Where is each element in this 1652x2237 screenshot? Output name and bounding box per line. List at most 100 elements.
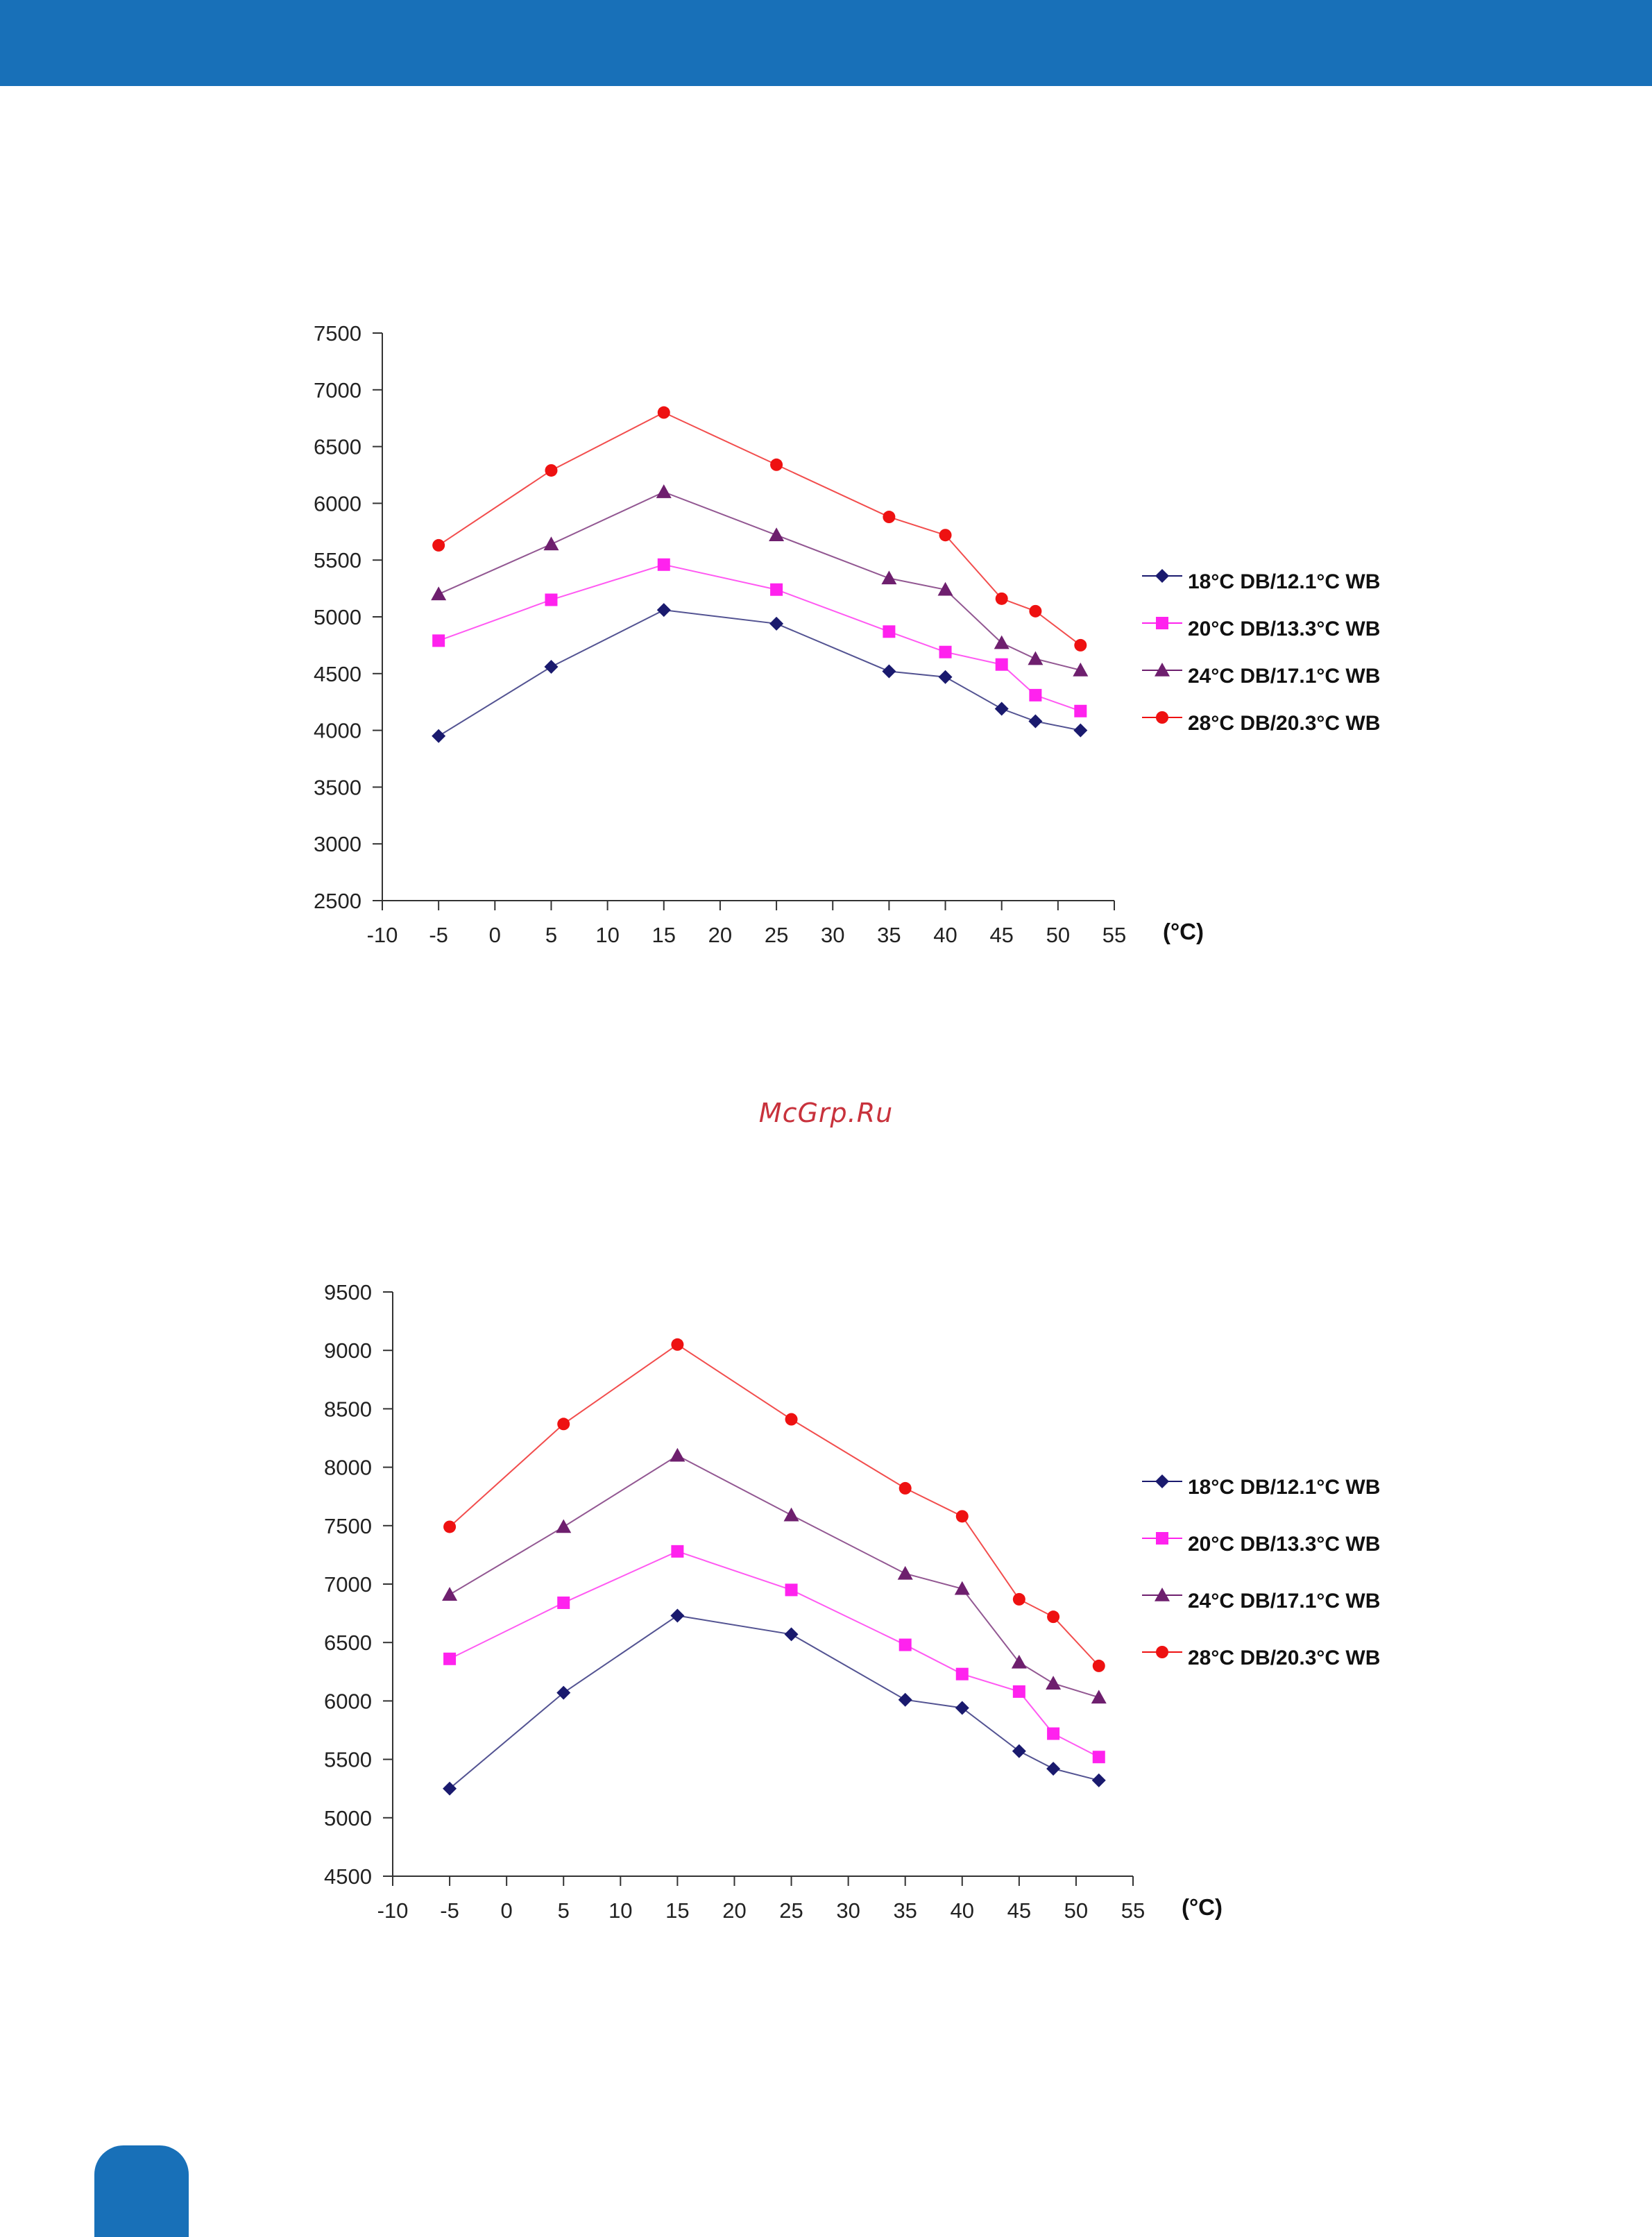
x-axis-unit-label: (°C) — [1163, 919, 1204, 944]
data-point — [1028, 714, 1043, 729]
data-point — [1073, 662, 1089, 677]
data-point — [883, 625, 896, 638]
data-point — [1028, 651, 1044, 665]
data-point — [939, 529, 952, 542]
data-point — [1074, 704, 1087, 717]
data-point — [432, 729, 446, 743]
x-tick-label: -10 — [367, 923, 398, 947]
series-4: 28°C DB/20.3°C WB — [432, 406, 1380, 735]
y-tick-label: 7500 — [324, 1514, 372, 1538]
x-tick-label: 10 — [608, 1898, 632, 1923]
legend-marker — [1155, 663, 1170, 677]
y-tick-label: 8000 — [324, 1456, 372, 1480]
data-point — [1074, 638, 1087, 652]
legend-marker — [1156, 617, 1168, 629]
capacity-chart-1: 2500300035004000450050005500600065007000… — [314, 321, 1380, 947]
data-point — [1073, 723, 1088, 738]
x-tick-label: 25 — [779, 1898, 803, 1923]
legend-marker — [1155, 1588, 1170, 1601]
data-point — [671, 1338, 684, 1351]
data-point — [1012, 1685, 1025, 1698]
data-point — [1092, 1751, 1105, 1764]
page-number-badge — [94, 2145, 189, 2237]
legend-marker — [1155, 1474, 1169, 1488]
data-point — [899, 1481, 912, 1495]
legend-label: 18°C DB/12.1°C WB — [1188, 570, 1380, 593]
series-line — [449, 1343, 1100, 1667]
x-tick-label: 45 — [989, 923, 1013, 947]
x-tick-label: 40 — [933, 923, 957, 947]
x-tick-label: -5 — [440, 1898, 459, 1923]
series-2: 20°C DB/13.3°C WB — [443, 1532, 1380, 1764]
data-point — [656, 603, 671, 618]
data-point — [955, 1667, 969, 1681]
x-tick-label: 45 — [1007, 1898, 1031, 1923]
x-tick-label: 40 — [951, 1898, 974, 1923]
header-bar — [0, 0, 1652, 86]
y-tick-label: 6000 — [314, 491, 361, 516]
x-tick-label: 15 — [665, 1898, 689, 1923]
data-point — [783, 1507, 799, 1522]
data-point — [899, 1638, 912, 1651]
y-tick-label: 2500 — [314, 889, 361, 913]
x-tick-label: 0 — [501, 1898, 513, 1923]
y-tick-label: 5500 — [314, 548, 361, 572]
x-tick-label: 55 — [1121, 1898, 1145, 1923]
x-tick-label: 25 — [765, 923, 788, 947]
x-tick-label: 35 — [877, 923, 901, 947]
y-tick-label: 8500 — [324, 1397, 372, 1421]
y-tick-label: 6500 — [314, 435, 361, 459]
data-point — [1046, 1762, 1061, 1776]
data-point — [656, 484, 672, 498]
data-point — [1091, 1690, 1107, 1704]
series-3: 24°C DB/17.1°C WB — [431, 484, 1380, 688]
x-axis-unit-label: (°C) — [1182, 1894, 1223, 1920]
x-tick-label: 50 — [1064, 1898, 1088, 1923]
data-point — [1092, 1659, 1105, 1672]
y-tick-label: 7000 — [324, 1572, 372, 1597]
legend-label: 24°C DB/17.1°C WB — [1188, 665, 1380, 688]
series-2: 20°C DB/13.3°C WB — [432, 558, 1380, 717]
x-tick-label: 20 — [708, 923, 732, 947]
data-point — [785, 1583, 798, 1597]
data-point — [938, 670, 953, 684]
y-tick-label: 4000 — [314, 719, 361, 743]
data-point — [1047, 1610, 1060, 1624]
data-point — [1012, 1744, 1026, 1758]
data-point — [1029, 604, 1042, 618]
data-point — [442, 1587, 458, 1601]
y-tick-label: 7000 — [314, 378, 361, 402]
data-point — [556, 1519, 572, 1533]
data-point — [769, 527, 785, 542]
data-point — [657, 558, 670, 571]
x-tick-label: 55 — [1102, 923, 1126, 947]
legend-marker — [1155, 569, 1169, 583]
data-point — [1012, 1592, 1025, 1606]
y-tick-label: 4500 — [314, 662, 361, 686]
y-tick-label: 4500 — [324, 1864, 372, 1889]
x-tick-label: 20 — [722, 1898, 746, 1923]
legend-label: 28°C DB/20.3°C WB — [1188, 712, 1380, 735]
data-point — [431, 586, 447, 601]
y-tick-label: 6000 — [324, 1689, 372, 1713]
x-tick-label: 5 — [545, 923, 557, 947]
y-tick-label: 5500 — [324, 1748, 372, 1772]
x-tick-label: -10 — [377, 1898, 409, 1923]
legend-label: 20°C DB/13.3°C WB — [1188, 618, 1380, 640]
x-tick-label: 5 — [558, 1898, 570, 1923]
x-tick-label: 35 — [893, 1898, 917, 1923]
series-line — [449, 1615, 1100, 1789]
data-point — [995, 658, 1008, 671]
data-point — [670, 1608, 685, 1623]
data-point — [443, 1652, 457, 1665]
data-point — [1047, 1727, 1060, 1740]
x-tick-label: 30 — [836, 1898, 860, 1923]
data-point — [939, 645, 952, 658]
y-tick-label: 6500 — [324, 1631, 372, 1655]
data-point — [784, 1627, 799, 1642]
data-point — [443, 1781, 457, 1796]
data-point — [785, 1413, 798, 1426]
series-3: 24°C DB/17.1°C WB — [442, 1447, 1380, 1704]
y-tick-label: 5000 — [324, 1806, 372, 1830]
data-point — [544, 659, 559, 674]
